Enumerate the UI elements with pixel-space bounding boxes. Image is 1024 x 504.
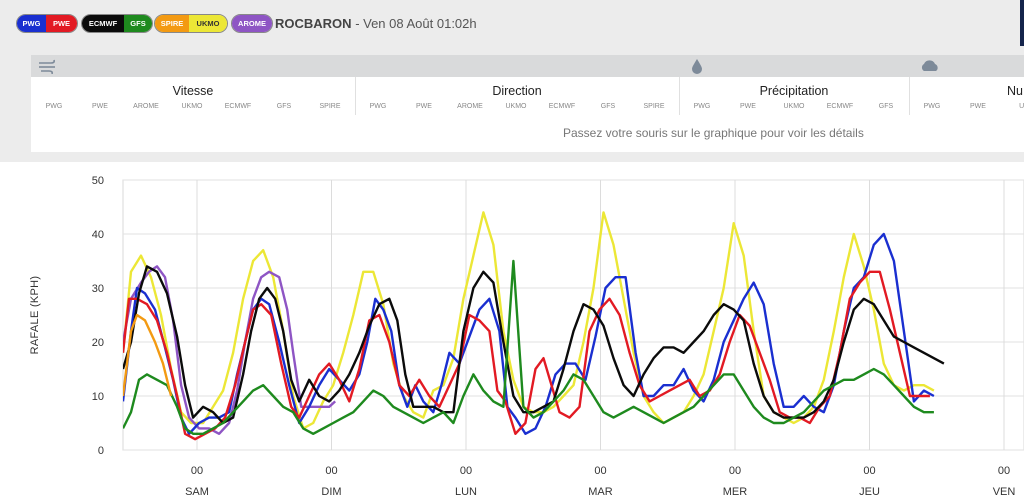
section-sub-ukmo: UKMO	[181, 103, 203, 110]
hour-label: 00	[325, 465, 337, 477]
hour-label: 00	[729, 465, 741, 477]
hour-label: 00	[191, 465, 203, 477]
hour-label: 00	[594, 465, 606, 477]
section-sub-pwg: PWG	[369, 103, 387, 110]
legend-label-pwe: PWE	[46, 15, 77, 32]
section-sub-ecmwf: ECMWF	[548, 103, 576, 110]
legend-label-spire: SPIRE	[155, 15, 189, 32]
y-tick-label: 20	[92, 337, 104, 349]
legend-label-gfs: GFS	[124, 15, 152, 32]
legend-pill-spire[interactable]: SPIRE UKMO	[154, 14, 228, 33]
series-line-gfs	[123, 259, 934, 435]
hour-label: 00	[460, 465, 472, 477]
section-sub-arome: AROME	[457, 103, 483, 110]
station-name: ROCBARON	[275, 16, 352, 31]
section-sub-gfs: GFS	[600, 103, 616, 110]
section-title-1: Direction	[492, 84, 542, 98]
section-sub-ecmwf: ECMWF	[224, 103, 252, 110]
day-label: MER	[723, 486, 748, 498]
window-edge	[1020, 0, 1024, 46]
section-divider	[909, 77, 910, 115]
wind-icon	[39, 59, 55, 74]
y-tick-label: 10	[92, 391, 104, 403]
section-sub-pwg: PWG	[45, 103, 63, 110]
section-sub-pwe: PWE	[740, 103, 756, 110]
section-sub-arome: AROME	[133, 103, 159, 110]
y-tick-label: 0	[98, 445, 104, 457]
y-axis-title: RAFALE (KPH)	[29, 276, 41, 355]
legend-label-pwg: PWG	[17, 15, 46, 32]
section-sub-pwg: PWG	[693, 103, 711, 110]
station-title: ROCBARON - Ven 08 Août 01:02h	[275, 16, 477, 31]
section-divider	[679, 77, 680, 115]
details-panel: Vitesse PWG PWE AROME UKMO ECMWF GFS SPIRE Direc…	[31, 55, 1024, 152]
series-line-ecmwf	[123, 265, 945, 425]
section-sub-ukmo: UKMO	[505, 103, 527, 110]
section-title-3: Nu	[1007, 84, 1023, 98]
section-sub-pwe: PWE	[970, 103, 986, 110]
section-sub-pwe: PWE	[416, 103, 432, 110]
section-sub-ecmwf: ECMWF	[826, 103, 854, 110]
icon-row	[31, 55, 1024, 77]
legend-pill-ecmwf[interactable]: ECMWF GFS	[81, 14, 153, 33]
day-label: VEN	[993, 486, 1016, 498]
raindrop-icon	[692, 59, 702, 74]
section-sub-gfs: GFS	[276, 103, 292, 110]
section-title-0: Vitesse	[172, 84, 214, 98]
day-label: LUN	[455, 486, 477, 498]
section-title-2: Précipitation	[759, 84, 829, 98]
day-label: SAM	[185, 486, 209, 498]
y-tick-label: 30	[92, 283, 104, 295]
legend-pill-arome[interactable]: AROME	[231, 14, 273, 33]
day-label: MAR	[588, 486, 613, 498]
day-label: JEU	[859, 486, 880, 498]
y-tick-label: 40	[92, 229, 104, 241]
day-label: DIM	[321, 486, 341, 498]
legend-pill-pwg[interactable]: PWG PWE	[16, 14, 78, 33]
section-sub-gfs: GFS	[878, 103, 894, 110]
hour-label: 00	[998, 465, 1010, 477]
section-sub-spire: SPIRE	[319, 103, 341, 110]
section-sub-spire: SPIRE	[643, 103, 665, 110]
station-time: - Ven 08 Août 01:02h	[355, 16, 477, 31]
section-sub-pwe: PWE	[92, 103, 108, 110]
series-line-spire	[123, 313, 173, 397]
top-bar: PWG PWE ECMWF GFS SPIRE UKMO AROME ROCBARON - …	[0, 0, 1024, 46]
hour-label: 00	[863, 465, 875, 477]
y-tick-label: 50	[92, 175, 104, 187]
hover-hint: Passez votre souris sur le graphique pou…	[563, 126, 864, 140]
section-divider	[355, 77, 356, 115]
section-sub-ukmo: UKMO	[783, 103, 805, 110]
legend-label-ukmo: UKMO	[189, 15, 227, 32]
section-sub-pwg: PWG	[923, 103, 941, 110]
section-sub-uk: UK	[1019, 103, 1024, 110]
plot-frame	[122, 179, 1024, 451]
legend-label-ecmwf: ECMWF	[82, 15, 124, 32]
cloud-icon	[921, 60, 938, 71]
legend-label-arome: AROME	[232, 15, 272, 32]
